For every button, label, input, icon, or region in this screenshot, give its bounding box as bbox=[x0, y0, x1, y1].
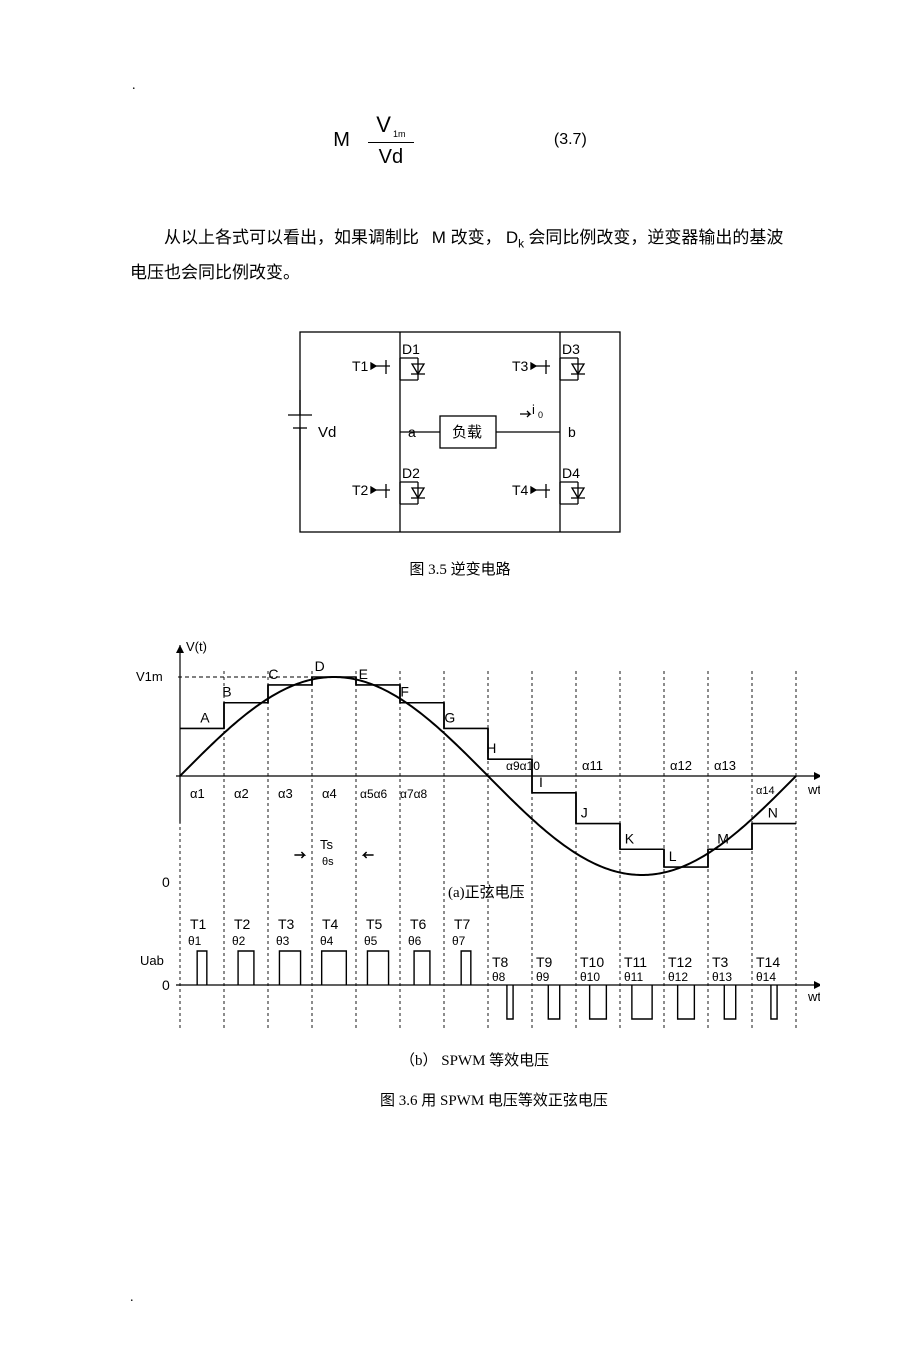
svg-text:T4: T4 bbox=[512, 482, 529, 498]
svg-text:α13: α13 bbox=[714, 758, 736, 773]
svg-text:α12: α12 bbox=[670, 758, 692, 773]
svg-text:T14: T14 bbox=[756, 954, 780, 970]
svg-text:负载: 负载 bbox=[452, 424, 482, 441]
svg-text:J: J bbox=[581, 805, 588, 821]
svg-text:N: N bbox=[768, 805, 778, 821]
fig-3-5-caption: 图 3.5 逆变电路 bbox=[130, 558, 790, 579]
svg-text:（b） SPWM 等效电压: （b） SPWM 等效电压 bbox=[400, 1051, 549, 1069]
page-dot-top: . bbox=[132, 78, 136, 94]
svg-text:V1m: V1m bbox=[136, 669, 163, 684]
svg-text:T5: T5 bbox=[366, 916, 383, 932]
eq-fraction: V1m Vd bbox=[368, 110, 414, 171]
svg-text:θs: θs bbox=[322, 856, 334, 868]
svg-text:T2: T2 bbox=[352, 482, 369, 498]
svg-text:D: D bbox=[315, 658, 325, 674]
svg-text:b: b bbox=[568, 424, 576, 440]
svg-text:0: 0 bbox=[162, 874, 170, 890]
svg-text:T7: T7 bbox=[454, 916, 471, 932]
svg-text:V(t): V(t) bbox=[186, 639, 207, 654]
figure-3-5: T1 D1 T3 D3 T2 D2 T4 D4 负载 i0 Vd a b bbox=[130, 320, 790, 550]
svg-text:图 3.6 用 SPWM 电压等效正弦电压: 图 3.6 用 SPWM 电压等效正弦电压 bbox=[380, 1091, 608, 1109]
svg-text:θ14: θ14 bbox=[756, 970, 776, 984]
svg-text:wt: wt bbox=[807, 782, 820, 797]
svg-text:T1: T1 bbox=[352, 358, 369, 374]
svg-text:α3: α3 bbox=[278, 786, 293, 801]
svg-text:α7α8: α7α8 bbox=[400, 787, 428, 801]
svg-text:a: a bbox=[408, 424, 416, 440]
svg-text:θ6: θ6 bbox=[408, 934, 422, 948]
svg-text:θ13: θ13 bbox=[712, 970, 732, 984]
svg-text:G: G bbox=[444, 709, 455, 725]
svg-text:0: 0 bbox=[538, 410, 543, 420]
svg-text:T8: T8 bbox=[492, 954, 509, 970]
svg-text:H: H bbox=[486, 740, 496, 756]
svg-text:θ1: θ1 bbox=[188, 934, 202, 948]
svg-text:α9α10: α9α10 bbox=[506, 759, 540, 773]
svg-text:θ7: θ7 bbox=[452, 934, 466, 948]
svg-text:T10: T10 bbox=[580, 954, 604, 970]
eq-number: (3.7) bbox=[554, 131, 587, 149]
svg-text:θ5: θ5 bbox=[364, 934, 378, 948]
svg-text:α14: α14 bbox=[756, 785, 775, 797]
svg-text:Uab: Uab bbox=[140, 953, 164, 968]
svg-text:T3: T3 bbox=[278, 916, 295, 932]
eq-num-sub: 1m bbox=[393, 129, 406, 139]
svg-text:α1: α1 bbox=[190, 786, 205, 801]
svg-text:θ3: θ3 bbox=[276, 934, 290, 948]
svg-text:θ9: θ9 bbox=[536, 970, 550, 984]
svg-text:D1: D1 bbox=[402, 341, 420, 357]
eq-lhs: M bbox=[333, 129, 350, 152]
svg-text:α11: α11 bbox=[582, 758, 603, 773]
eq-numerator: V bbox=[376, 112, 391, 137]
spwm-svg: V(t) V1m wt 0 AB C D E F G H I J K L M Nα1 α2 α3 α4 α5α6 α7α8… bbox=[120, 615, 820, 1135]
svg-text:D2: D2 bbox=[402, 465, 420, 481]
svg-text:θ12: θ12 bbox=[668, 970, 688, 984]
circuit-svg: T1 D1 T3 D3 T2 D2 T4 D4 负载 i0 Vd a b bbox=[280, 320, 640, 550]
eq-denominator: Vd bbox=[373, 143, 409, 171]
svg-text:I: I bbox=[539, 774, 543, 790]
svg-text:T9: T9 bbox=[536, 954, 553, 970]
page-dot-bottom: . bbox=[130, 1290, 790, 1306]
svg-text:0: 0 bbox=[162, 977, 170, 993]
svg-text:Vd: Vd bbox=[318, 424, 336, 441]
svg-text:F: F bbox=[400, 684, 409, 700]
svg-text:θ11: θ11 bbox=[624, 970, 643, 984]
svg-text:L: L bbox=[669, 848, 677, 864]
svg-text:T12: T12 bbox=[668, 954, 692, 970]
svg-text:T6: T6 bbox=[410, 916, 427, 932]
svg-text:C: C bbox=[268, 666, 278, 682]
svg-text:T1: T1 bbox=[190, 916, 207, 932]
svg-text:α5α6: α5α6 bbox=[360, 787, 388, 801]
svg-text:T3: T3 bbox=[712, 954, 729, 970]
svg-text:θ10: θ10 bbox=[580, 970, 600, 984]
svg-text:θ4: θ4 bbox=[320, 934, 334, 948]
svg-text:D3: D3 bbox=[562, 341, 580, 357]
explanation-paragraph: 从以上各式可以看出，如果调制比 M 改变， Dk 会同比例改变，逆变器输出的基波… bbox=[130, 221, 790, 290]
svg-text:T11: T11 bbox=[624, 954, 647, 970]
svg-text:i: i bbox=[532, 402, 535, 417]
svg-text:T3: T3 bbox=[512, 358, 529, 374]
svg-text:(a)正弦电压: (a)正弦电压 bbox=[448, 884, 525, 901]
svg-text:A: A bbox=[200, 709, 210, 725]
svg-text:K: K bbox=[625, 830, 635, 846]
svg-text:E: E bbox=[359, 666, 368, 682]
svg-text:θ8: θ8 bbox=[492, 970, 506, 984]
svg-text:wt: wt bbox=[807, 989, 820, 1004]
equation-3-7: M V1m Vd (3.7) bbox=[130, 110, 790, 171]
svg-text:α4: α4 bbox=[322, 786, 337, 801]
svg-text:T4: T4 bbox=[322, 916, 339, 932]
svg-text:θ2: θ2 bbox=[232, 934, 246, 948]
svg-text:M: M bbox=[717, 830, 729, 846]
svg-text:Ts: Ts bbox=[320, 837, 334, 852]
figure-3-6: V(t)V1mwt0ABCDEFGHIJKLMNα1α2α3α4α5α6α7α8… bbox=[120, 615, 790, 1140]
svg-text:T2: T2 bbox=[234, 916, 251, 932]
svg-text:α2: α2 bbox=[234, 786, 249, 801]
svg-text:D4: D4 bbox=[562, 465, 580, 481]
svg-text:B: B bbox=[222, 684, 231, 700]
